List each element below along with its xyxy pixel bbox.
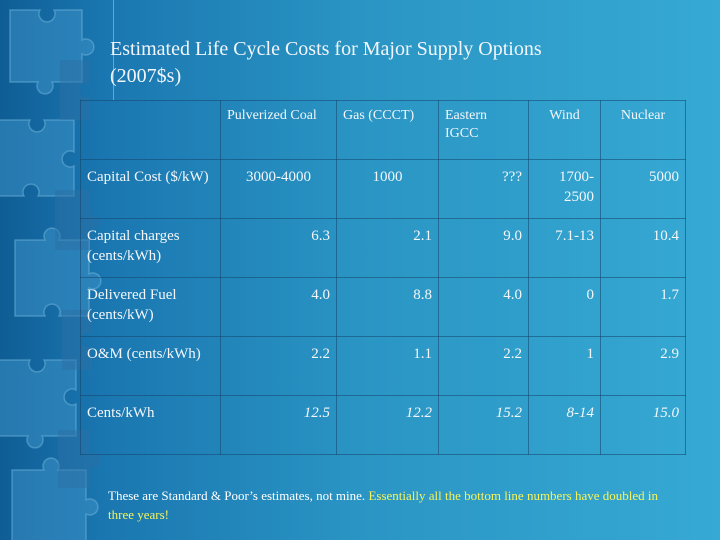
header-pulverized-coal: Pulverized Coal xyxy=(220,100,337,160)
table-cell: 15.0 xyxy=(600,395,686,455)
table-cell: 2.2 xyxy=(438,336,529,396)
table-cell: 5000 xyxy=(600,159,686,219)
row-label: Capital charges (cents/kWh) xyxy=(80,218,221,278)
table-cell: 8.8 xyxy=(336,277,439,337)
table-cell: 15.2 xyxy=(438,395,529,455)
header-wind: Wind xyxy=(528,100,601,160)
table-cell: 0 xyxy=(528,277,601,337)
table-row-cents-per-kwh: Cents/kWh 12.5 12.2 15.2 8-14 15.0 xyxy=(80,395,686,455)
cost-comparison-table: Pulverized Coal Gas (CCCT) Eastern IGCC … xyxy=(80,100,686,455)
table-cell: ??? xyxy=(438,159,529,219)
table-row-delivered-fuel: Delivered Fuel (cents/kW) 4.0 8.8 4.0 0 … xyxy=(80,277,686,337)
row-label: Cents/kWh xyxy=(80,395,221,455)
header-corner-cell xyxy=(80,100,221,160)
slide-title: Estimated Life Cycle Costs for Major Sup… xyxy=(110,36,690,90)
footnote: These are Standard & Poor’s estimates, n… xyxy=(108,486,668,524)
table-cell: 12.5 xyxy=(220,395,337,455)
row-label: Delivered Fuel (cents/kW) xyxy=(80,277,221,337)
table-cell: 8-14 xyxy=(528,395,601,455)
table-cell: 1.1 xyxy=(336,336,439,396)
table-cell: 4.0 xyxy=(438,277,529,337)
table-cell: 4.0 xyxy=(220,277,337,337)
row-label: O&M (cents/kWh) xyxy=(80,336,221,396)
table-row-capital-charges: Capital charges (cents/kWh) 6.3 2.1 9.0 … xyxy=(80,218,686,278)
table-cell: 1000 xyxy=(336,159,439,219)
table-cell: 6.3 xyxy=(220,218,337,278)
divider-line xyxy=(113,0,114,100)
header-gas-ccct: Gas (CCCT) xyxy=(336,100,439,160)
title-line-2: (2007$s) xyxy=(110,65,182,87)
table-cell: 1700-2500 xyxy=(528,159,601,219)
table-cell: 3000-4000 xyxy=(220,159,337,219)
row-label: Capital Cost ($/kW) xyxy=(80,159,221,219)
table-cell: 2.2 xyxy=(220,336,337,396)
header-eastern-igcc: Eastern IGCC xyxy=(438,100,529,160)
table-cell: 2.1 xyxy=(336,218,439,278)
footnote-plain-text: These are Standard & Poor’s estimates, n… xyxy=(108,488,369,503)
table-row-capital-cost: Capital Cost ($/kW) 3000-4000 1000 ??? 1… xyxy=(80,159,686,219)
title-line-1: Estimated Life Cycle Costs for Major Sup… xyxy=(110,38,542,60)
table-cell: 2.9 xyxy=(600,336,686,396)
header-nuclear: Nuclear xyxy=(600,100,686,160)
table-cell: 10.4 xyxy=(600,218,686,278)
table-cell: 1.7 xyxy=(600,277,686,337)
footnote-highlight-text: Essentially all the bottom line numbers … xyxy=(108,488,658,522)
table-cell: 7.1-13 xyxy=(528,218,601,278)
table-cell: 9.0 xyxy=(438,218,529,278)
table-row-om: O&M (cents/kWh) 2.2 1.1 2.2 1 2.9 xyxy=(80,336,686,396)
table-cell: 1 xyxy=(528,336,601,396)
table-cell: 12.2 xyxy=(336,395,439,455)
table-header-row: Pulverized Coal Gas (CCCT) Eastern IGCC … xyxy=(80,100,686,160)
